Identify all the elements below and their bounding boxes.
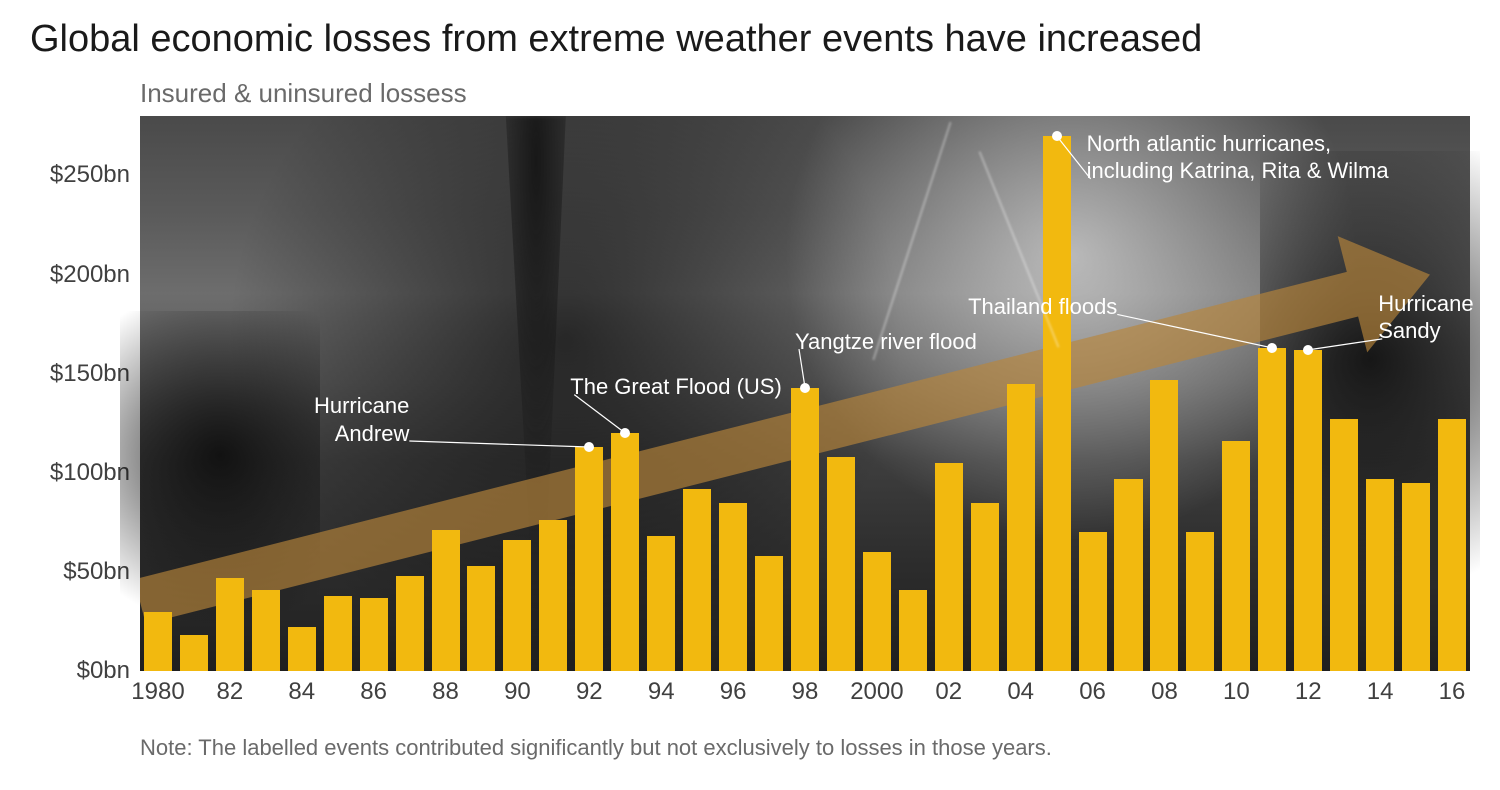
y-tick-label: $0bn [20, 657, 130, 685]
bar [1043, 136, 1071, 671]
bar [935, 463, 963, 671]
chart-title: Global economic losses from extreme weat… [30, 18, 1202, 61]
annotation-dot [584, 442, 594, 452]
bar [971, 503, 999, 671]
annotation-label: The Great Flood (US) [570, 373, 782, 401]
x-tick-label: 84 [288, 678, 315, 706]
bar [539, 520, 567, 671]
y-tick-label: $50bn [20, 558, 130, 586]
bar [1186, 532, 1214, 671]
bar [1366, 479, 1394, 671]
bar [1294, 350, 1322, 671]
x-tick-label: 94 [648, 678, 675, 706]
bar [899, 590, 927, 671]
bar [180, 635, 208, 671]
bar [144, 612, 172, 671]
bar [791, 388, 819, 671]
bar [1079, 532, 1107, 671]
x-tick-label: 86 [360, 678, 387, 706]
annotation-dot [1052, 131, 1062, 141]
x-tick-label: 06 [1079, 678, 1106, 706]
x-tick-label: 98 [792, 678, 819, 706]
bar [324, 596, 352, 671]
bar [1114, 479, 1142, 671]
bar [827, 457, 855, 671]
bar [503, 540, 531, 671]
x-tick-label: 92 [576, 678, 603, 706]
bar [611, 433, 639, 671]
bar [288, 627, 316, 671]
x-tick-label: 1980 [131, 678, 184, 706]
weather-losses-chart: Global economic losses from extreme weat… [0, 0, 1500, 790]
x-tick-label: 88 [432, 678, 459, 706]
x-tick-label: 10 [1223, 678, 1250, 706]
bg-tornado [486, 116, 586, 560]
bar [1222, 441, 1250, 671]
bar [863, 552, 891, 671]
annotation-label: Yangtze river flood [795, 328, 977, 356]
chart-note: Note: The labelled events contributed si… [140, 735, 1052, 761]
x-tick-label: 08 [1151, 678, 1178, 706]
annotation-dot [800, 383, 810, 393]
bar [1258, 348, 1286, 671]
x-tick-label: 2000 [850, 678, 903, 706]
x-tick-label: 04 [1007, 678, 1034, 706]
plot-area: Hurricane Andrew The Great Flood (US) Yang… [140, 116, 1470, 671]
chart-subtitle: Insured & uninsured lossess [140, 78, 467, 109]
bar [1007, 384, 1035, 671]
bar [1330, 419, 1358, 671]
bar [467, 566, 495, 671]
bar [719, 503, 747, 671]
annotation-label: North atlantic hurricanes, including Kat… [1087, 130, 1389, 185]
annotation-dot [1267, 343, 1277, 353]
x-tick-label: 90 [504, 678, 531, 706]
y-tick-label: $100bn [20, 459, 130, 487]
bar [1438, 419, 1466, 671]
bar [216, 578, 244, 671]
bar [1150, 380, 1178, 671]
bar [432, 530, 460, 671]
x-tick-label: 96 [720, 678, 747, 706]
bar [396, 576, 424, 671]
bar [252, 590, 280, 671]
bar [1402, 483, 1430, 671]
annotation-dot [1303, 345, 1313, 355]
bar [683, 489, 711, 671]
y-tick-label: $200bn [20, 261, 130, 289]
annotation-label: Hurricane Sandy [1378, 290, 1473, 345]
bar [575, 447, 603, 671]
annotation-label: Hurricane Andrew [314, 392, 409, 447]
annotation-dot [620, 428, 630, 438]
bar [360, 598, 388, 671]
x-tick-label: 82 [217, 678, 244, 706]
x-tick-label: 16 [1439, 678, 1466, 706]
x-tick-label: 02 [935, 678, 962, 706]
y-tick-label: $250bn [20, 161, 130, 189]
x-tick-label: 12 [1295, 678, 1322, 706]
bar [755, 556, 783, 671]
bar [647, 536, 675, 671]
y-tick-label: $150bn [20, 360, 130, 388]
annotation-label: Thailand floods [968, 293, 1117, 321]
x-tick-label: 14 [1367, 678, 1394, 706]
